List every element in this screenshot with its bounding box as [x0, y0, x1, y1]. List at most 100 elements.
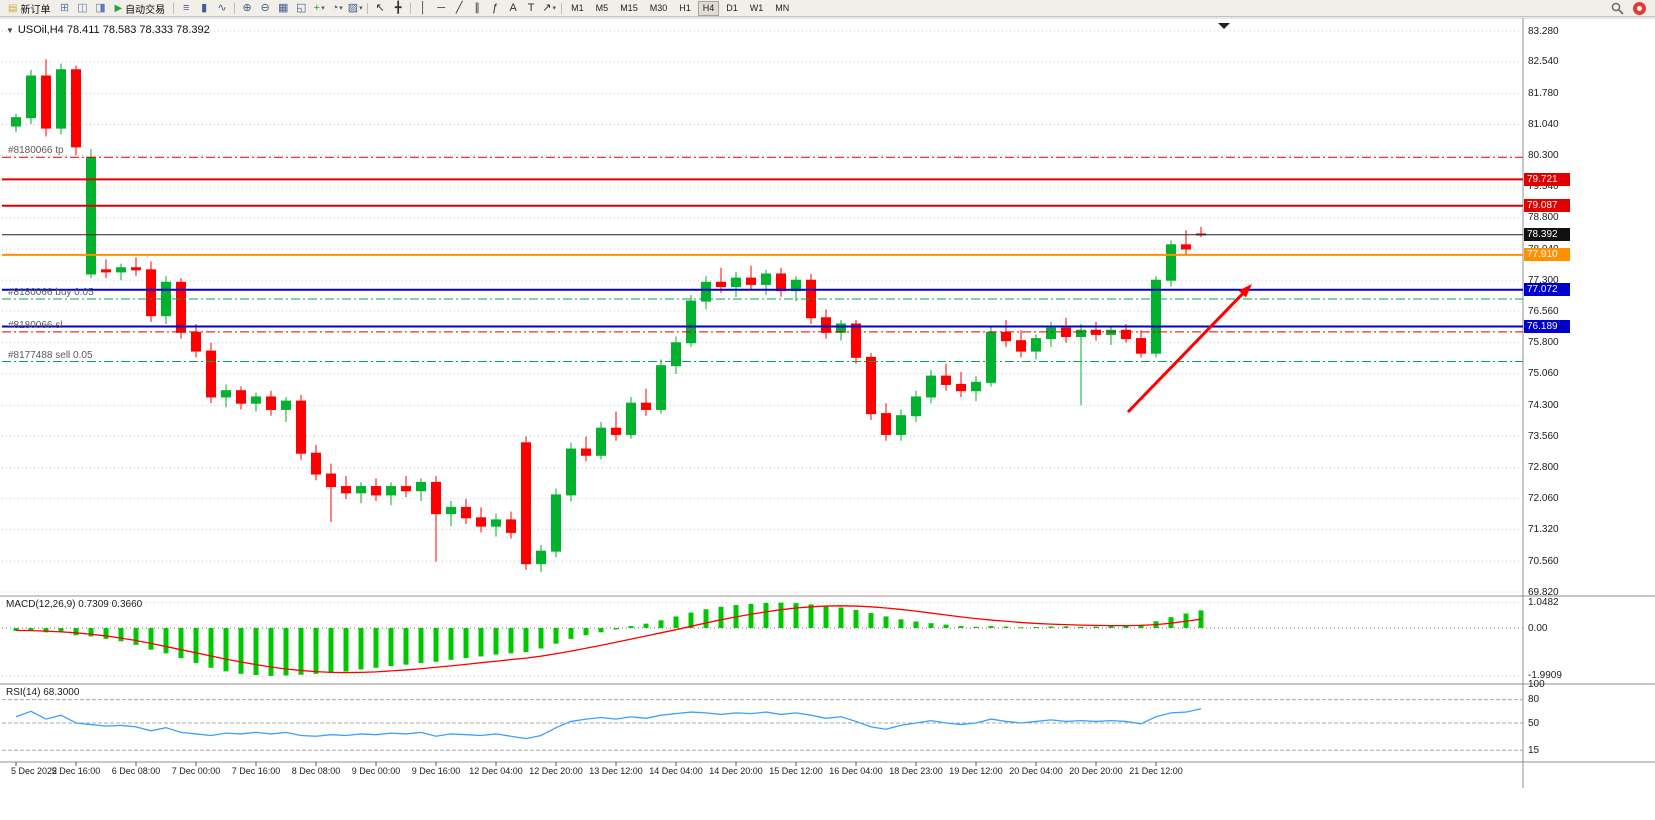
price-badge: 78.392 [1524, 228, 1570, 242]
tile-windows-icon[interactable]: ◱ [293, 1, 309, 16]
fibonacci-icon[interactable]: ƒ [487, 1, 503, 16]
market-watch-glyph: ◨ [95, 1, 106, 14]
timeframe-mn[interactable]: MN [775, 2, 790, 13]
period-icon[interactable]: ◔ ▾ [329, 1, 345, 16]
rsi-axis-label: 50 [1528, 717, 1540, 729]
timeframe-m15[interactable]: M15 [620, 2, 638, 13]
cursor-glyph: ↖ [375, 1, 385, 14]
new-order-button[interactable]: ▤ 新订单 [3, 1, 55, 16]
crosshair-glyph: ╋ [394, 1, 402, 14]
auto-trading-button[interactable]: ▶ 自动交易 [109, 1, 170, 16]
timeframe-m1[interactable]: M1 [571, 2, 584, 13]
macd-histogram [13, 602, 1204, 676]
toolbar-separator [173, 2, 175, 14]
time-axis-label: 16 Dec 04:00 [829, 766, 883, 776]
order-label: #8180066 buy 0.05 [8, 286, 94, 298]
trendline-glyph: ╱ [455, 1, 463, 14]
symbol-quote-text: USOil,H4 78.411 78.583 78.333 78.392 [17, 24, 210, 36]
grid-icon[interactable]: ▦ [275, 1, 291, 16]
crosshair-icon[interactable]: ╋ [390, 1, 406, 16]
new-chart-icon[interactable]: + ▾ [311, 1, 327, 16]
scroll-to-end-marker-icon[interactable] [1218, 23, 1230, 29]
price-axis-label: 72.800 [1528, 462, 1559, 474]
order-label: #8177488 sell 0.05 [8, 349, 93, 361]
time-axis-label: 13 Dec 12:00 [589, 766, 643, 776]
candlestick-chart-type-glyph: ▮ [201, 1, 208, 14]
price-axis-label: 81.780 [1528, 88, 1559, 100]
search-icon[interactable] [1609, 1, 1625, 16]
time-axis[interactable]: 5 Dec 2022 5 Dec 16:00 6 Dec 08:00 7 Dec 00… [0, 762, 1523, 788]
chevron-down-icon[interactable]: ▼ [6, 25, 14, 35]
line-chart-type-icon[interactable]: ∿ [214, 1, 230, 16]
trendline-icon[interactable]: ╱ [451, 1, 467, 16]
profiles-glyph: ◫ [77, 1, 88, 14]
vertical-line-glyph: │ [419, 1, 427, 14]
grid-glyph: ▦ [277, 1, 289, 14]
label-glyph: T [527, 1, 535, 14]
trend-arrow-head[interactable] [1238, 284, 1252, 298]
arrows-icon[interactable]: ↗ ▾ [541, 1, 557, 16]
time-axis-label: 19 Dec 12:00 [949, 766, 1003, 776]
timeframe-h1[interactable]: H1 [679, 2, 691, 13]
notification-dot [1637, 5, 1642, 11]
dropdown-caret-icon: ▾ [321, 4, 325, 12]
price-axis-label: 78.800 [1528, 212, 1559, 224]
time-axis-label: 9 Dec 00:00 [351, 766, 401, 776]
price-axis-label: 75.800 [1528, 337, 1559, 349]
vertical-line-icon[interactable]: │ [415, 1, 431, 16]
timeframe-m30[interactable]: M30 [649, 2, 668, 13]
candlestick-chart-type-icon[interactable]: ▮ [196, 1, 212, 16]
line-chart-type-glyph: ∿ [217, 1, 227, 14]
toolbar-separator [561, 2, 563, 14]
time-axis-label: 6 Dec 08:00 [111, 766, 161, 776]
price-axis-label: 77.300 [1528, 274, 1559, 286]
text-glyph: A [509, 1, 517, 14]
timeframe-m5[interactable]: M5 [595, 2, 609, 13]
zoom-out-icon[interactable]: ⊖ [257, 1, 273, 16]
price-axis-label: 81.040 [1528, 118, 1559, 130]
profiles-icon[interactable]: ◫ [74, 1, 90, 16]
label-icon[interactable]: T [523, 1, 539, 16]
price-badge: 79.721 [1524, 172, 1570, 186]
toolbar-separator [410, 2, 412, 14]
symbol-info: ▼ USOil,H4 78.411 78.583 78.333 78.392 [6, 24, 210, 36]
price-badge: 77.072 [1524, 283, 1570, 297]
templates-icon[interactable]: ▨ ▾ [347, 1, 363, 16]
new-order-icon: ▤ [8, 2, 18, 14]
text-icon[interactable]: A [505, 1, 521, 16]
notifications-icon[interactable] [1633, 1, 1646, 15]
time-axis-label: 7 Dec 16:00 [231, 766, 281, 776]
timeframe-h4[interactable]: H4 [697, 0, 720, 16]
rsi-label: RSI(14) 68.3000 [6, 687, 80, 698]
chart-window-icon[interactable]: ⊞ [56, 1, 72, 16]
market-watch-icon[interactable]: ◨ [92, 1, 108, 16]
price-axis-label: 74.300 [1528, 399, 1559, 411]
time-axis-label: 21 Dec 12:00 [1129, 766, 1183, 776]
macd-label: MACD(12,26,9) 0.7309 0.3660 [6, 599, 143, 610]
candlestick-series [11, 59, 1206, 572]
new-chart-glyph: + [313, 1, 321, 14]
price-axis[interactable]: 83.280 82.540 81.780 81.040 80.300 79.540 78.8… [1523, 0, 1655, 820]
trend-arrow[interactable] [1126, 287, 1249, 414]
bar-chart-type-icon[interactable]: ≡ [178, 1, 194, 16]
timeframe-d1[interactable]: D1 [726, 2, 738, 13]
cursor-icon[interactable]: ↖ [372, 1, 388, 16]
time-axis-label: 12 Dec 04:00 [469, 766, 523, 776]
channel-icon[interactable]: ∥ [469, 1, 485, 16]
horizontal-line-icon[interactable]: ─ [433, 1, 449, 16]
time-axis-label: 20 Dec 20:00 [1069, 766, 1123, 776]
zoom-in-icon[interactable]: ⊕ [239, 1, 255, 16]
time-axis-label: 18 Dec 23:00 [889, 766, 943, 776]
price-badge: 77.910 [1524, 248, 1570, 262]
price-badge: 79.087 [1524, 199, 1570, 213]
bar-chart-type-glyph: ≡ [182, 1, 190, 14]
toolbar-right-group [1608, 1, 1652, 16]
timeframe-w1[interactable]: W1 [749, 2, 764, 13]
time-axis-label: 14 Dec 04:00 [649, 766, 703, 776]
time-axis-label: 12 Dec 20:00 [529, 766, 583, 776]
new-order-button-label: 新订单 [20, 4, 51, 16]
auto-trading-icon: ▶ [114, 2, 123, 14]
horizontal-line-glyph: ─ [437, 1, 446, 14]
